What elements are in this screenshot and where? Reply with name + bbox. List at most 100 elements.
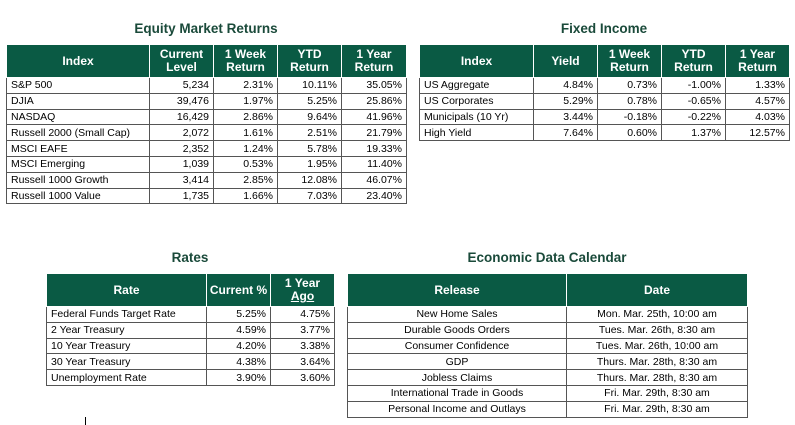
fixed-table-row: Municipals (10 Yr) 3.44% -0.18% -0.22% 4.03% (419, 108, 790, 126)
rates-cell: 30 Year Treasury (46, 353, 207, 371)
equity-cell: 23.40% (341, 187, 407, 205)
rates-cell: 3.90% (206, 369, 271, 386)
equity-cell: 2,072 (149, 124, 214, 142)
equity-cell: 2.31% (213, 77, 278, 94)
fixed-cell: 4.84% (533, 77, 598, 94)
calendar-table: Release Date New Home Sales Mon. Mar. 25t… (347, 273, 748, 418)
equity-cell: 11.40% (341, 155, 407, 173)
fixed-col-header: 1 Week Return (597, 44, 662, 78)
equity-cell: 2.86% (213, 108, 278, 126)
equity-title: Equity Market Returns (134, 21, 278, 36)
rates-title: Rates (171, 250, 209, 265)
fixed-col-header: YTD Return (661, 44, 726, 78)
rates-table-row: 10 Year Treasury 4.20% 3.38% (46, 337, 335, 355)
fixed-cell: 1.37% (661, 124, 726, 142)
calendar-table-row: GDP Thurs. Mar. 28th, 8:30 am (347, 353, 748, 371)
rates-header-line: 1 Year (284, 276, 321, 290)
rates-header-line: Ago (290, 289, 315, 303)
equity-cell: 10.11% (277, 77, 342, 94)
rates-cell: 3.64% (270, 353, 335, 371)
equity-cell: 2,352 (149, 140, 214, 157)
equity-col-header: 1 Year Return (341, 44, 407, 78)
equity-cell: MSCI EAFE (6, 140, 150, 157)
fixed-cell: 0.73% (597, 77, 662, 94)
calendar-col-header: Date (566, 273, 748, 307)
fixed-cell: -1.00% (661, 77, 726, 94)
equity-table-row: MSCI EAFE 2,352 1.24% 5.78% 19.33% (6, 140, 407, 157)
equity-cell: 21.79% (341, 124, 407, 142)
rates-cell: 2 Year Treasury (46, 321, 207, 339)
calendar-cell: GDP (347, 353, 567, 371)
fixed-cell: 0.78% (597, 92, 662, 110)
fixed-col-header: 1 Year Return (725, 44, 790, 78)
calendar-cell: Personal Income and Outlays (347, 400, 567, 418)
calendar-cell: Mon. Mar. 25th, 10:00 am (566, 306, 748, 323)
rates-cell: 4.38% (206, 353, 271, 371)
equity-cell: 7.03% (277, 187, 342, 205)
rates-table-row: Federal Funds Target Rate 5.25% 4.75% (46, 306, 335, 323)
calendar-table-row: Jobless Claims Thurs. Mar. 28th, 8:30 am (347, 369, 748, 386)
fixed-header-row: Index Yield 1 Week Return YTD Return 1 Y… (419, 44, 790, 78)
fixed-col-header: Index (419, 44, 534, 78)
fixed-cell: 3.44% (533, 108, 598, 126)
calendar-cell: Consumer Confidence (347, 337, 567, 355)
equity-col-header: Current Level (149, 44, 214, 78)
equity-cell: 46.07% (341, 171, 407, 189)
calendar-table-row: New Home Sales Mon. Mar. 25th, 10:00 am (347, 306, 748, 323)
equity-cell: 5.25% (277, 92, 342, 110)
calendar-cell: Thurs. Mar. 28th, 8:30 am (566, 353, 748, 371)
rates-cell: 3.60% (270, 369, 335, 386)
fixed-title: Fixed Income (560, 21, 648, 36)
rates-col-header: 1 Year Ago (270, 273, 335, 307)
equity-cell: 5,234 (149, 77, 214, 94)
rates-cell: Federal Funds Target Rate (46, 306, 207, 323)
equity-table-row: Russell 2000 (Small Cap) 2,072 1.61% 2.51% 2… (6, 124, 407, 142)
equity-cell: 1.66% (213, 187, 278, 205)
equity-cell: DJIA (6, 92, 150, 110)
calendar-table-row: Personal Income and Outlays Fri. Mar. 29t… (347, 400, 748, 418)
fixed-cell: -0.22% (661, 108, 726, 126)
equity-cell: 2.51% (277, 124, 342, 142)
rates-col-header: Rate (46, 273, 207, 307)
calendar-cell: Tues. Mar. 26th, 10:00 am (566, 337, 748, 355)
equity-header-row: Index Current Level 1 Week Return YTD Re… (6, 44, 407, 78)
fixed-cell: -0.65% (661, 92, 726, 110)
equity-cell: 1.95% (277, 155, 342, 173)
fixed-cell: -0.18% (597, 108, 662, 126)
fixed-cell: US Aggregate (419, 77, 534, 94)
fixed-cell: 0.60% (597, 124, 662, 142)
equity-cell: 2.85% (213, 171, 278, 189)
equity-cell: Russell 1000 Value (6, 187, 150, 205)
calendar-cell: Fri. Mar. 29th, 8:30 am (566, 384, 748, 402)
rates-table: Rate Current % 1 Year Ago Federal Funds … (46, 273, 335, 386)
calendar-col-header: Release (347, 273, 567, 307)
equity-cell: 19.33% (341, 140, 407, 157)
fixed-col-header: Yield (533, 44, 598, 78)
equity-cell: 1.24% (213, 140, 278, 157)
calendar-cell: Durable Goods Orders (347, 321, 567, 339)
equity-cell: S&P 500 (6, 77, 150, 94)
equity-cell: NASDAQ (6, 108, 150, 126)
equity-cell: Russell 2000 (Small Cap) (6, 124, 150, 142)
rates-table-row: 30 Year Treasury 4.38% 3.64% (46, 353, 335, 371)
rates-cell: Unemployment Rate (46, 369, 207, 386)
equity-table: Index Current Level 1 Week Return YTD Re… (6, 44, 407, 205)
equity-col-header: Index (6, 44, 150, 78)
equity-table-row: Russell 1000 Growth 3,414 2.85% 12.08% 46.07… (6, 171, 407, 189)
fixed-cell: High Yield (419, 124, 534, 142)
rates-header-row: Rate Current % 1 Year Ago (46, 273, 335, 307)
rates-table-row: 2 Year Treasury 4.59% 3.77% (46, 321, 335, 339)
equity-cell: 1,039 (149, 155, 214, 173)
equity-cell: 1.97% (213, 92, 278, 110)
equity-cell: MSCI Emerging (6, 155, 150, 173)
calendar-cell: New Home Sales (347, 306, 567, 323)
equity-cell: 16,429 (149, 108, 214, 126)
equity-cell: 9.64% (277, 108, 342, 126)
rates-cell: 5.25% (206, 306, 271, 323)
fixed-cell: 1.33% (725, 77, 790, 94)
rates-col-header: Current % (206, 273, 271, 307)
rates-cell: 10 Year Treasury (46, 337, 207, 355)
calendar-cell: Fri. Mar. 29th, 8:30 am (566, 400, 748, 418)
text-cursor (85, 417, 86, 425)
calendar-cell: Tues. Mar. 26th, 8:30 am (566, 321, 748, 339)
